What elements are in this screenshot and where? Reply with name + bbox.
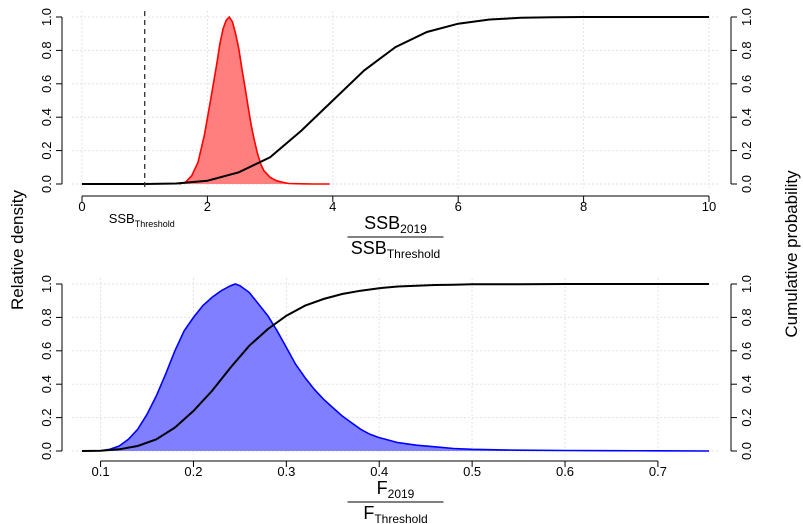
y-tick-label-left-0-4: 0.8 xyxy=(39,41,54,59)
y-tick-label-left-1-0: 0.0 xyxy=(39,442,54,460)
x-tick-label-0-5: 10 xyxy=(702,199,716,214)
x-label-denominator-0: SSBThreshold xyxy=(351,238,440,261)
x-tick-label-1-5: 0.6 xyxy=(556,464,574,479)
y-tick-label-right-1-3: 0.6 xyxy=(739,342,754,360)
density-area-0 xyxy=(179,17,330,184)
y-tick-label-right-0-2: 0.4 xyxy=(739,108,754,126)
y-tick-label-right-1-0: 0.0 xyxy=(739,442,754,460)
x-tick-label-0-0: 0 xyxy=(78,199,85,214)
y-tick-label-right-1-1: 0.2 xyxy=(739,409,754,427)
y-tick-label-right-1-2: 0.4 xyxy=(739,375,754,393)
x-tick-label-0-1: 2 xyxy=(204,199,211,214)
y-tick-label-left-1-2: 0.4 xyxy=(39,375,54,393)
y-tick-label-left-1-4: 0.8 xyxy=(39,308,54,326)
x-tick-label-1-6: 0.7 xyxy=(649,464,667,479)
y-tick-label-left-0-0: 0.0 xyxy=(39,175,54,193)
cumulative-line-1 xyxy=(81,283,709,452)
x-tick-label-1-1: 0.2 xyxy=(184,464,202,479)
threshold-label: SSBThreshold xyxy=(109,211,175,229)
y-tick-label-left-0-5: 1.0 xyxy=(39,8,54,26)
y-tick-label-right-1-5: 1.0 xyxy=(739,275,754,293)
density-line-0 xyxy=(178,15,330,185)
x-tick-label-0-2: 4 xyxy=(329,199,336,214)
y-axis-label-right: Cumulative probability xyxy=(782,170,801,338)
y-tick-label-right-1-4: 0.8 xyxy=(739,308,754,326)
y-tick-label-right-0-4: 0.8 xyxy=(739,41,754,59)
x-label-numerator-0: SSB2019 xyxy=(364,213,427,236)
cumulative-line-0 xyxy=(82,16,709,185)
x-tick-label-1-4: 0.5 xyxy=(463,464,481,479)
y-tick-label-right-0-0: 0.0 xyxy=(739,175,754,193)
x-tick-label-0-3: 6 xyxy=(455,199,462,214)
x-tick-label-1-2: 0.3 xyxy=(277,464,295,479)
y-tick-label-left-0-2: 0.4 xyxy=(39,108,54,126)
y-tick-label-left-0-1: 0.2 xyxy=(39,142,54,160)
x-label-denominator-1: FThreshold xyxy=(363,503,427,524)
density-area-1 xyxy=(82,284,709,451)
y-tick-label-right-0-5: 1.0 xyxy=(739,8,754,26)
y-tick-label-left-0-3: 0.6 xyxy=(39,75,54,93)
y-tick-label-left-1-1: 0.2 xyxy=(39,409,54,427)
x-tick-label-1-0: 0.1 xyxy=(92,464,110,479)
y-tick-label-left-1-3: 0.6 xyxy=(39,342,54,360)
x-tick-label-0-4: 8 xyxy=(580,199,587,214)
y-tick-label-left-1-5: 1.0 xyxy=(39,275,54,293)
x-tick-label-1-3: 0.4 xyxy=(370,464,388,479)
y-axis-label-left: Relative density xyxy=(8,190,27,311)
x-label-numerator-1: F2019 xyxy=(377,478,415,501)
y-tick-label-right-0-1: 0.2 xyxy=(739,142,754,160)
y-tick-label-right-0-3: 0.6 xyxy=(739,75,754,93)
density-line-1 xyxy=(81,283,710,452)
